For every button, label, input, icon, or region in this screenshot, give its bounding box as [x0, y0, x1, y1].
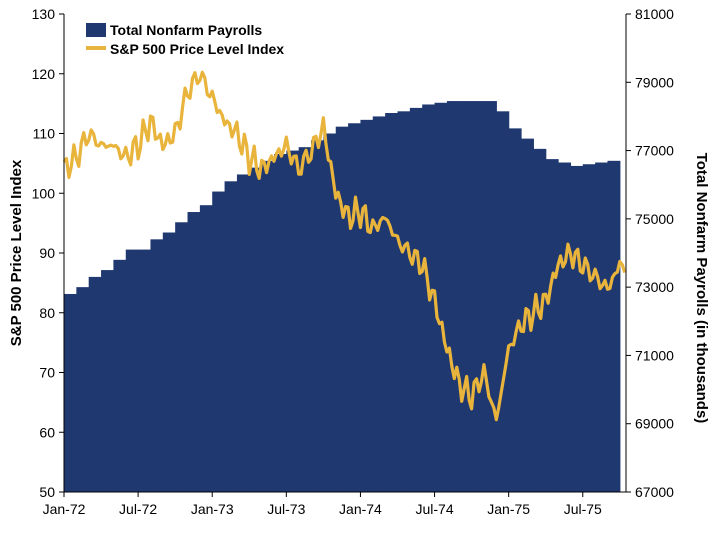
payrolls-bar [199, 205, 213, 492]
payrolls-bar [286, 150, 300, 492]
payrolls-bar [360, 119, 374, 492]
left-tick-label: 80 [39, 305, 55, 321]
payrolls-bar [150, 239, 164, 492]
right-tick-label: 81000 [635, 6, 674, 22]
payrolls-bar [409, 107, 423, 492]
payrolls-bar [595, 162, 609, 492]
left-tick-label: 120 [32, 66, 56, 82]
sp500-line-layer [62, 70, 627, 422]
right-tick-label: 79000 [635, 74, 674, 90]
left-axis-title: S&P 500 Price Level Index [8, 159, 25, 346]
left-tick-label: 90 [39, 245, 55, 261]
payrolls-bar [434, 102, 448, 493]
payrolls-bar [533, 148, 547, 493]
payrolls-bar [187, 212, 201, 492]
right-tick-label: 71000 [635, 347, 674, 363]
payrolls-bar [483, 101, 497, 492]
right-tick-label: 69000 [635, 416, 674, 432]
sp500-line [62, 70, 627, 422]
payrolls-bar [162, 232, 176, 492]
payrolls-bar [459, 101, 473, 492]
payrolls-bar [335, 126, 349, 493]
payrolls-bar [212, 191, 226, 493]
payrolls-bar [508, 128, 522, 492]
payrolls-bar [138, 249, 152, 492]
payrolls-bar [446, 101, 460, 492]
left-tick-label: 50 [39, 484, 55, 500]
payrolls-bar [298, 147, 312, 492]
payrolls-bar [236, 174, 250, 492]
payrolls-bar [496, 111, 510, 492]
left-tick-label: 110 [33, 126, 56, 142]
payrolls-area-layer [64, 101, 621, 493]
x-tick-label: Jan-72 [43, 501, 86, 517]
payrolls-bar [261, 160, 275, 492]
x-tick-label: Jul-73 [267, 501, 305, 517]
tick-labels-layer: 50 60 70 80 90 100 110 120 130 67000 69000 71000 730… [32, 6, 675, 517]
payrolls-bar [582, 164, 596, 493]
payrolls-bar [175, 222, 189, 492]
x-tick-label: Jul-74 [415, 501, 453, 517]
payrolls-bar [558, 162, 572, 492]
right-tick-label: 77000 [635, 143, 674, 159]
payrolls-bar [76, 287, 90, 492]
left-tick-label: 60 [39, 424, 55, 440]
payrolls-bar [348, 123, 362, 492]
legend-label-sp500: S&P 500 Price Level Index [110, 41, 284, 57]
payrolls-bar [273, 153, 287, 493]
payrolls-bar [113, 259, 127, 492]
x-tick-label: Jan-74 [339, 501, 382, 517]
right-tick-label: 67000 [635, 484, 674, 500]
legend: Total Nonfarm Payrolls S&P 500 Price Lev… [86, 22, 284, 57]
payrolls-bar [323, 133, 337, 492]
payrolls-bar [570, 165, 584, 492]
right-axis-title: Total Nonfarm Payrolls (in thousands) [693, 153, 710, 424]
payrolls-bar [88, 276, 102, 492]
x-tick-label: Jan-75 [487, 501, 530, 517]
payrolls-bar [607, 160, 621, 492]
left-tick-label: 70 [39, 365, 55, 381]
left-tick-label: 100 [32, 185, 56, 201]
x-tick-label: Jul-75 [564, 501, 602, 517]
x-tick-label: Jul-72 [119, 501, 157, 517]
payrolls-bar [385, 113, 399, 492]
payrolls-bar [224, 181, 238, 493]
payrolls-bar [471, 101, 485, 492]
payrolls-bar [397, 111, 411, 492]
right-tick-label: 75000 [635, 211, 674, 227]
x-tick-label: Jan-73 [191, 501, 234, 517]
right-tick-label: 73000 [635, 279, 674, 295]
payrolls-bar [311, 140, 324, 492]
left-tick-label: 130 [32, 6, 56, 22]
axes-layer [59, 13, 631, 497]
payrolls-bar [101, 270, 114, 492]
payrolls-bar [249, 167, 263, 492]
payrolls-bar [545, 159, 559, 493]
payrolls-bar [372, 116, 386, 493]
payrolls-bar [64, 293, 77, 492]
payrolls-bar [125, 249, 139, 492]
legend-swatch-sp500 [86, 46, 106, 50]
legend-swatch-payrolls [86, 23, 106, 37]
legend-label-payrolls: Total Nonfarm Payrolls [110, 22, 262, 38]
